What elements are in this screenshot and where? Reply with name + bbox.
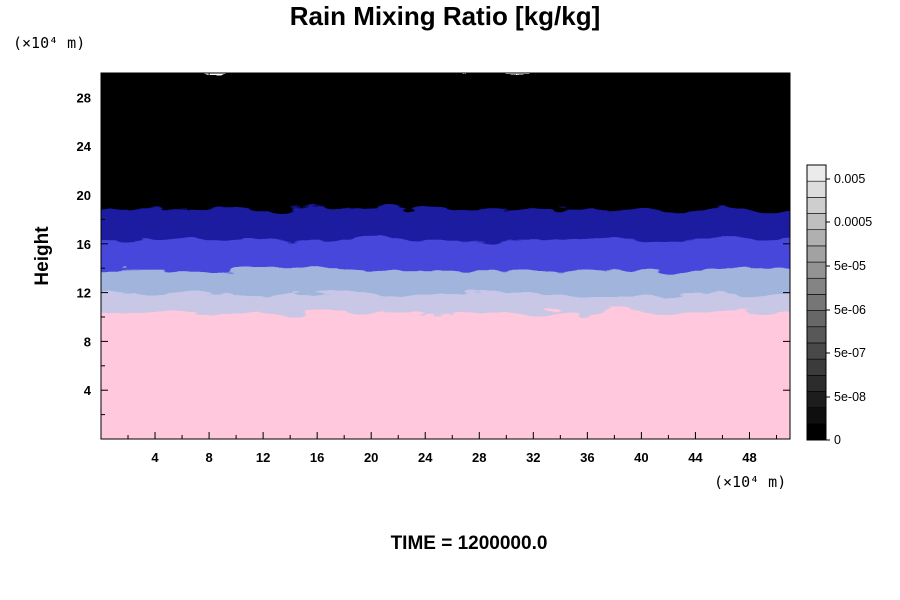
colorbar-segment [806,261,827,279]
x-tick-label: 32 [526,450,540,465]
plot-frame [100,72,791,440]
x-tick-label: 40 [634,450,648,465]
colorbar-segment [806,326,827,344]
colorbar-label: 0.005 [834,172,865,186]
colorbar-segment [806,164,827,182]
x-tick-label: 4 [151,450,159,465]
colorbar-label: 5e-07 [834,346,866,360]
field-band-2 [101,266,790,295]
colorbar-segment [806,277,827,295]
y-axis: 4 8 12 16 20 24 28 [77,90,790,416]
colorbar-label: 5e-06 [834,303,866,317]
colorbar-segment [806,391,827,408]
x-tick-label: 12 [256,450,270,465]
x-tick-label: 28 [472,450,486,465]
colorbar-frame [806,164,827,441]
colorbar-label: 5e-08 [834,390,866,404]
colorbar-segment [806,245,827,263]
field-band-1 [101,290,790,313]
field-band-5 [101,73,790,210]
colorbar-segment [806,342,827,360]
y-tick-label: 28 [77,90,91,105]
y-tick-label: 20 [77,188,91,203]
colorbar: 0.005 0.0005 5e-05 5e-06 5e-07 5e-08 0 [806,164,872,447]
x-tick-label: 8 [205,450,212,465]
colorbar-label: 5e-05 [834,259,866,273]
colorbar-segment [806,423,827,441]
colorbar-segment [806,180,827,198]
y-tick-label: 4 [84,383,92,398]
x-tick-label: 44 [688,450,703,465]
colorbar-segment [806,213,827,231]
x-tick-label: 48 [742,450,756,465]
x-tick-label: 16 [310,450,324,465]
chart-title: Rain Mixing Ratio [kg/kg] [290,1,601,31]
colorbar-segment [806,294,827,311]
colorbar-label: 0.0005 [834,215,872,229]
colorbar-segment [806,197,827,214]
y-tick-label: 24 [77,139,92,154]
y-tick-label: 16 [77,237,91,252]
x-unit-label: (×10⁴ m) [714,473,786,491]
time-label: TIME = 1200000.0 [391,533,548,554]
x-tick-label: 24 [418,450,433,465]
y-unit-label: (×10⁴ m) [13,34,85,52]
field-band-4 [101,205,790,240]
x-tick-label: 36 [580,450,594,465]
y-tick-label: 12 [77,286,91,301]
colorbar-segment [806,358,827,376]
x-axis: 4 8 12 16 20 24 28 32 36 40 44 48 [127,73,777,465]
colorbar-segment [806,407,827,425]
heatmap-field [101,73,790,439]
colorbar-segment [806,374,827,392]
x-tick-label: 20 [364,450,378,465]
y-tick-label: 8 [84,334,91,349]
colorbar-label: 0 [834,433,841,447]
colorbar-segment [806,310,827,328]
field-band-3 [101,235,790,271]
y-axis-label: Height [32,226,53,286]
colorbar-segment [806,229,827,247]
field-band-base [101,320,790,439]
